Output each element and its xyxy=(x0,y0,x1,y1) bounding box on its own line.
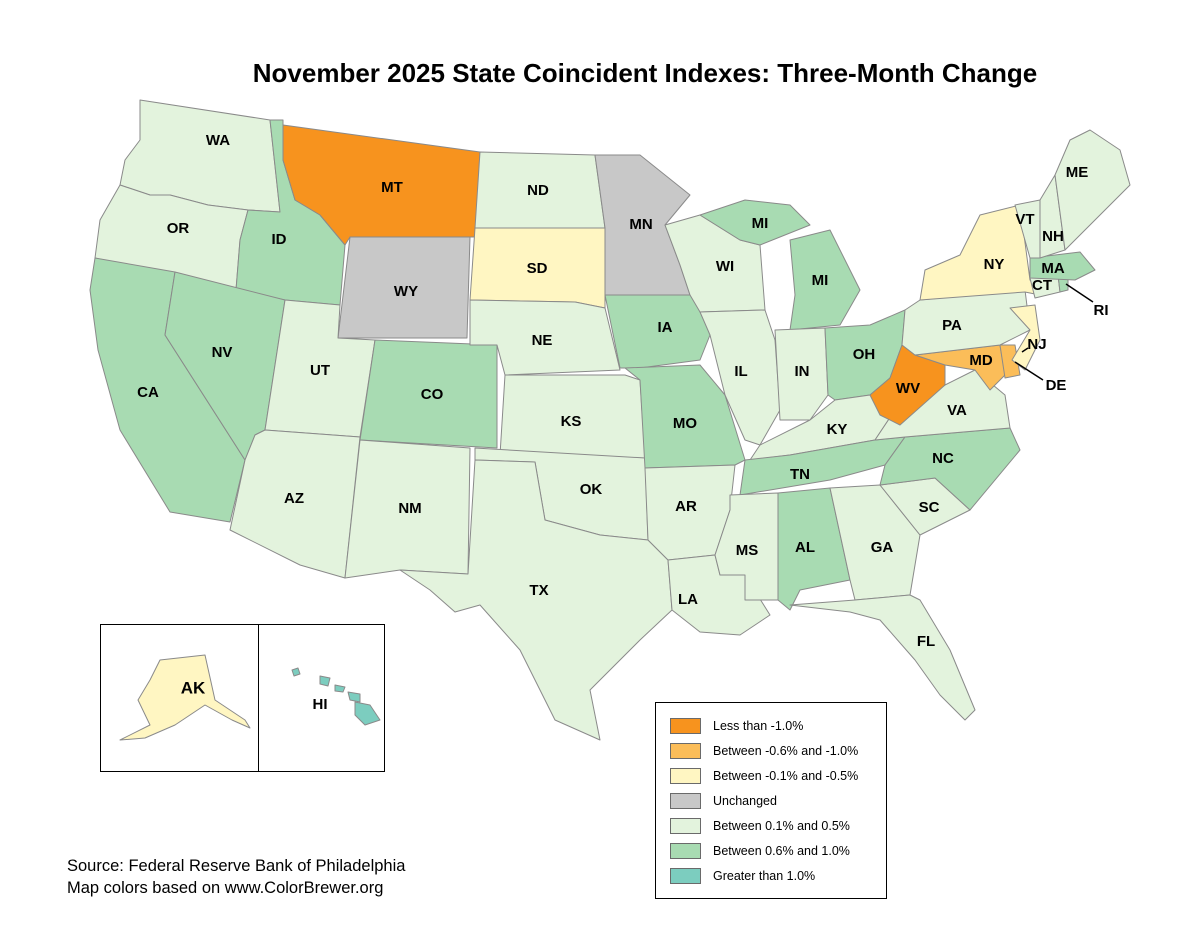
legend: Less than -1.0% Between -0.6% and -1.0% … xyxy=(655,702,887,899)
state-mi[interactable] xyxy=(789,229,861,331)
state-label-me: ME xyxy=(1066,164,1089,181)
legend-item: Unchanged xyxy=(670,792,777,810)
state-label-ri: RI xyxy=(1094,302,1109,319)
state-label-wv: WV xyxy=(896,380,920,397)
state-label-oh: OH xyxy=(853,346,876,363)
state-label-ok: OK xyxy=(580,481,603,498)
state-label-id: ID xyxy=(272,231,287,248)
legend-label: Greater than 1.0% xyxy=(713,869,816,883)
legend-swatch xyxy=(670,818,701,834)
state-label-ma: MA xyxy=(1041,260,1064,277)
state-label-wi: WI xyxy=(716,258,734,275)
legend-swatch xyxy=(670,743,701,759)
state-label-fl: FL xyxy=(917,633,935,650)
source-note: Source: Federal Reserve Bank of Philadel… xyxy=(67,855,405,899)
state-label-vt: VT xyxy=(1015,211,1034,228)
state-label-nv: NV xyxy=(212,344,233,361)
state-nj[interactable] xyxy=(1009,304,1041,371)
state-fl[interactable] xyxy=(789,594,976,721)
legend-swatch xyxy=(670,768,701,784)
state-label-ct: CT xyxy=(1032,277,1052,294)
state-label-ny: NY xyxy=(984,256,1005,273)
legend-item: Between 0.1% and 0.5% xyxy=(670,817,850,835)
state-label-ca: CA xyxy=(137,384,159,401)
state-label-nm: NM xyxy=(398,500,421,517)
legend-item: Between -0.1% and -0.5% xyxy=(670,767,858,785)
state-label-nj: NJ xyxy=(1027,336,1046,353)
legend-swatch xyxy=(670,868,701,884)
legend-item: Between 0.6% and 1.0% xyxy=(670,842,850,860)
state-wy[interactable] xyxy=(337,236,471,339)
state-label-ks: KS xyxy=(561,413,582,430)
state-label-hi: HI xyxy=(313,696,328,713)
state-label-co: CO xyxy=(421,386,444,403)
state-label-mn: MN xyxy=(629,216,652,233)
state-label-al: AL xyxy=(795,539,815,556)
state-label-sc: SC xyxy=(919,499,940,516)
state-label-la: LA xyxy=(678,591,698,608)
state-label-mo: MO xyxy=(673,415,697,432)
state-me[interactable] xyxy=(1054,129,1131,251)
legend-label: Less than -1.0% xyxy=(713,719,804,733)
legend-item: Between -0.6% and -1.0% xyxy=(670,742,858,760)
state-label-mt: MT xyxy=(381,179,403,196)
state-label-de: DE xyxy=(1046,377,1067,394)
legend-swatch xyxy=(670,793,701,809)
state-ne[interactable] xyxy=(469,299,621,376)
state-label-tn: TN xyxy=(790,466,810,483)
legend-item: Greater than 1.0% xyxy=(670,867,815,885)
legend-label: Between -0.1% and -0.5% xyxy=(713,769,859,783)
state-label-mi-up: MI xyxy=(752,215,769,232)
legend-label: Between -0.6% and -1.0% xyxy=(713,744,859,758)
label-leader-lines xyxy=(1014,283,1094,381)
state-label-or: OR xyxy=(167,220,190,237)
state-ak[interactable] xyxy=(119,654,251,741)
state-label-pa: PA xyxy=(942,317,962,334)
state-in[interactable] xyxy=(774,327,829,421)
state-label-nd: ND xyxy=(527,182,549,199)
inset-divider xyxy=(258,624,259,772)
state-label-wa: WA xyxy=(206,132,230,149)
state-ma[interactable] xyxy=(1029,251,1096,281)
state-label-va: VA xyxy=(947,402,967,419)
map-title: November 2025 State Coincident Indexes: … xyxy=(252,58,1038,88)
state-label-mi: MI xyxy=(812,272,829,289)
legend-label: Between 0.6% and 1.0% xyxy=(713,844,850,858)
legend-swatch xyxy=(670,718,701,734)
source-line: Source: Federal Reserve Bank of Philadel… xyxy=(67,857,406,875)
state-label-md: MD xyxy=(969,352,992,369)
state-mi-up[interactable] xyxy=(699,199,811,246)
state-label-nh: NH xyxy=(1042,228,1064,245)
state-label-tx: TX xyxy=(529,582,548,599)
state-label-ky: KY xyxy=(827,421,848,438)
state-label-nc: NC xyxy=(932,450,954,467)
state-label-ms: MS xyxy=(736,542,759,559)
state-label-ga: GA xyxy=(871,539,894,556)
state-label-ak: AK xyxy=(181,678,206,697)
state-label-sd: SD xyxy=(527,260,548,277)
state-label-il: IL xyxy=(734,363,747,380)
inset-frame xyxy=(100,624,385,772)
state-label-ar: AR xyxy=(675,498,697,515)
state-label-ne: NE xyxy=(532,332,553,349)
state-tx[interactable] xyxy=(399,459,673,741)
state-label-az: AZ xyxy=(284,490,304,507)
state-hi[interactable] xyxy=(291,667,381,726)
state-label-ia: IA xyxy=(658,319,673,336)
state-co[interactable] xyxy=(359,339,498,449)
state-label-in: IN xyxy=(795,363,810,380)
legend-swatch xyxy=(670,843,701,859)
state-mo[interactable] xyxy=(624,364,746,469)
colorbrewer-line: Map colors based on www.ColorBrewer.org xyxy=(67,879,384,897)
legend-label: Unchanged xyxy=(713,794,777,808)
legend-label: Between 0.1% and 0.5% xyxy=(713,819,850,833)
state-label-wy: WY xyxy=(394,283,418,300)
legend-item: Less than -1.0% xyxy=(670,717,803,735)
state-de[interactable] xyxy=(999,344,1021,379)
state-label-ut: UT xyxy=(310,362,330,379)
